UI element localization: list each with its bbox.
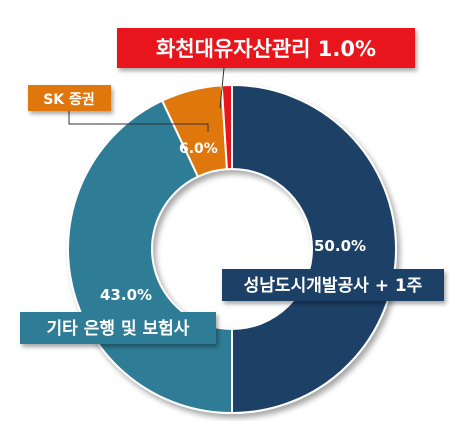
value-label-3: 6.0%: [179, 141, 218, 157]
slice-label-box-4: [117, 28, 415, 68]
leader-lines: [68, 67, 225, 132]
value-label-2: 43.0%: [100, 286, 152, 304]
slice-label-box-1: [222, 269, 444, 301]
value-label-1: 50.0%: [314, 237, 366, 255]
slice-label-1: 성남도시개발공사 + 1주: [244, 276, 423, 296]
leader-line-sk: [68, 111, 209, 132]
slice-label-4: 화천대유자산관리 1.0%: [156, 37, 376, 61]
donut-slice-4: [220, 83, 233, 171]
slice-label-2: 기타 은행 및 보험사: [47, 318, 190, 339]
donut-slice-1: [231, 83, 397, 415]
slice-label-box-2: [20, 312, 216, 344]
slice-label-box-3: [28, 85, 111, 111]
leader-line-hwacheon: [219, 67, 225, 109]
slice-label-3: SK 증권: [43, 92, 95, 108]
